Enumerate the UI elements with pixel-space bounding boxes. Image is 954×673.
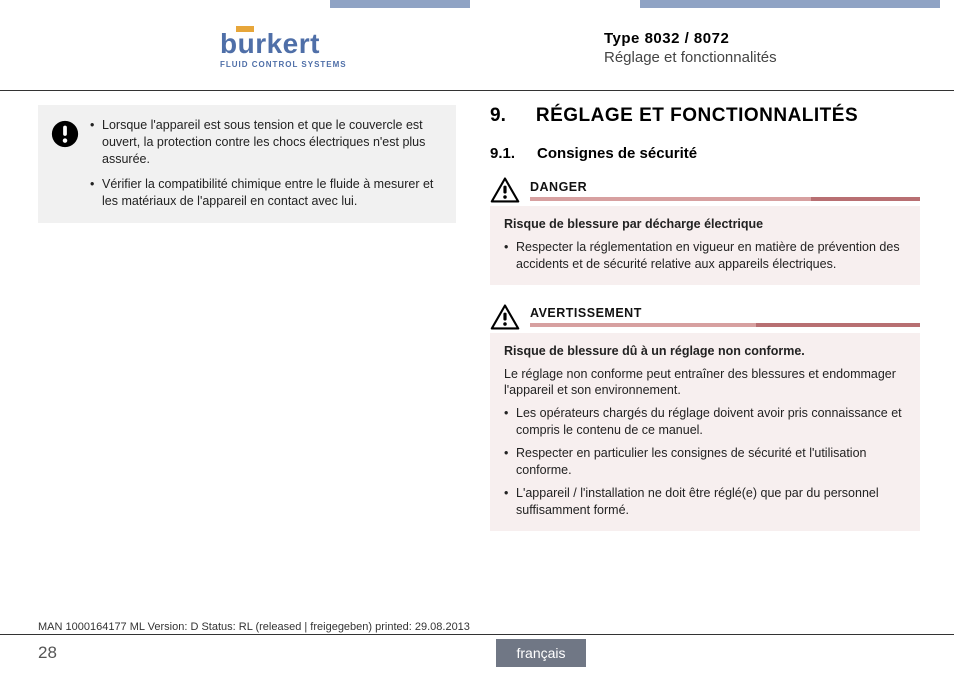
warning-list: Les opérateurs chargés du réglage doiven… [504, 405, 908, 518]
page-number: 28 [38, 643, 57, 663]
footer-meta: MAN 1000164177 ML Version: D Status: RL … [38, 621, 470, 633]
warning-risk: Risque de blessure dû à un réglage non c… [504, 343, 908, 360]
danger-header: DANGER [490, 176, 920, 204]
note-item: Lorsque l'appareil est sous tension et q… [90, 117, 444, 168]
logo-accent-bar [236, 26, 254, 32]
right-column: 9. RÉGLAGE ET FONCTIONNALITÉS 9.1. Consi… [490, 105, 920, 549]
section-title: RÉGLAGE ET FONCTIONNALITÉS [536, 105, 858, 127]
section-heading: 9. RÉGLAGE ET FONCTIONNALITÉS [490, 105, 920, 127]
top-accent-right [640, 0, 940, 8]
header-rule [0, 90, 954, 91]
brand-logo: burkert FLUID CONTROL SYSTEMS [220, 30, 450, 69]
warning-intro: Le réglage non conforme peut entraîner d… [504, 366, 908, 400]
warning-block: AVERTISSEMENT Risque de blessure dû à un… [490, 303, 920, 531]
subsection-heading: 9.1. Consignes de sécurité [490, 145, 920, 162]
type-line: Type 8032 / 8072 [604, 30, 914, 47]
section-number: 9. [490, 105, 506, 127]
subsection-title: Consignes de sécurité [537, 145, 697, 162]
danger-bar [530, 197, 920, 201]
footer-rule [0, 634, 954, 635]
danger-item: Respecter la réglementation en vigueur e… [504, 239, 908, 273]
page-header: burkert FLUID CONTROL SYSTEMS Type 8032 … [0, 30, 954, 88]
left-column: Lorsque l'appareil est sous tension et q… [38, 105, 456, 223]
logo-word: burkert [220, 30, 450, 58]
danger-risk: Risque de blessure par décharge électriq… [504, 216, 908, 233]
warning-item: L'appareil / l'installation ne doit être… [504, 485, 908, 519]
warning-item: Respecter en particulier les consignes d… [504, 445, 908, 479]
subsection-number: 9.1. [490, 145, 515, 162]
warning-triangle-icon [490, 303, 520, 331]
logo-tagline: FLUID CONTROL SYSTEMS [220, 60, 450, 69]
danger-block: DANGER Risque de blessure par décharge é… [490, 176, 920, 285]
danger-body: Risque de blessure par décharge électriq… [490, 206, 920, 285]
warning-header: AVERTISSEMENT [490, 303, 920, 331]
warning-item: Les opérateurs chargés du réglage doiven… [504, 405, 908, 439]
note-exclamation-icon [50, 119, 80, 149]
danger-list: Respecter la réglementation en vigueur e… [504, 239, 908, 273]
language-tab: français [496, 639, 586, 667]
note-list: Lorsque l'appareil est sous tension et q… [90, 117, 444, 209]
top-accent-left [330, 0, 470, 8]
warning-label: AVERTISSEMENT [530, 306, 920, 320]
danger-triangle-icon [490, 176, 520, 204]
note-box: Lorsque l'appareil est sous tension et q… [38, 105, 456, 223]
header-right: Type 8032 / 8072 Réglage et fonctionnali… [604, 30, 914, 66]
danger-label: DANGER [530, 180, 920, 194]
warning-body: Risque de blessure dû à un réglage non c… [490, 333, 920, 531]
note-item: Vérifier la compatibilité chimique entre… [90, 176, 444, 210]
warning-bar [530, 323, 920, 327]
section-line: Réglage et fonctionnalités [604, 49, 914, 66]
